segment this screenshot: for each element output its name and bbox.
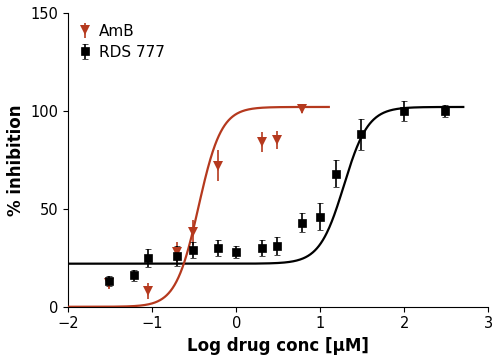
X-axis label: Log drug conc [μM]: Log drug conc [μM] xyxy=(188,337,370,355)
Legend: AmB, RDS 777: AmB, RDS 777 xyxy=(76,21,168,63)
Y-axis label: % inhibition: % inhibition xyxy=(7,104,25,216)
